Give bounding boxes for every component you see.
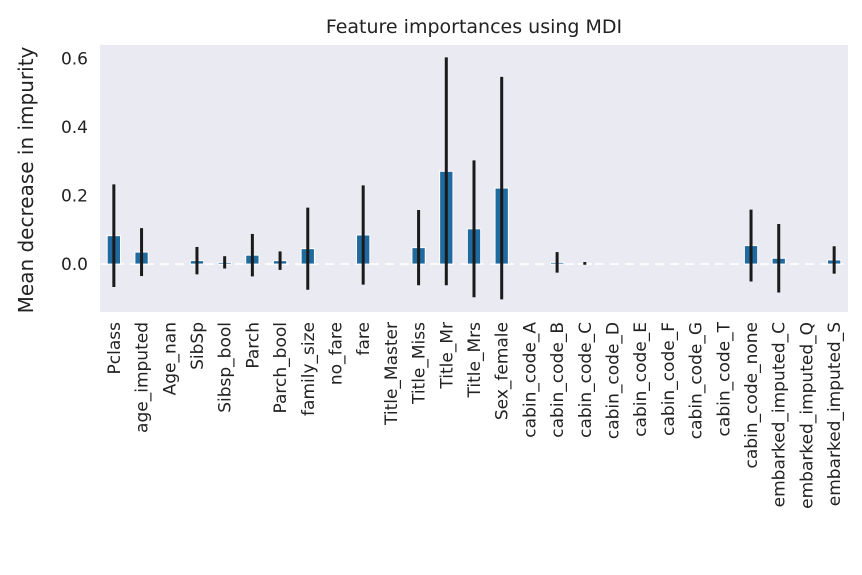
x-tick-label: cabin_code_F — [659, 322, 679, 436]
x-tick-label: no_fare — [326, 322, 346, 385]
x-tick-label: cabin_code_E — [631, 322, 651, 437]
x-tick-label: cabin_code_B — [548, 322, 568, 438]
x-tick-label: cabin_code_none — [742, 322, 762, 468]
y-tick-label: 0.6 — [61, 50, 88, 70]
y-tick-label: 0.0 — [61, 255, 88, 275]
x-tick-label: embarked_imputed_Q — [797, 322, 817, 509]
x-tick-label: embarked_imputed_C — [770, 322, 790, 507]
y-tick-label: 0.2 — [61, 187, 88, 207]
x-tick-label: Sibsp_bool — [216, 322, 236, 413]
x-tick-label: Parch — [243, 322, 263, 369]
x-tick-label: embarked_imputed_S — [825, 322, 845, 506]
x-tick-label: Title_Mr — [437, 322, 457, 390]
x-tick-label: Title_Master — [382, 322, 402, 426]
chart-title: Feature importances using MDI — [326, 16, 622, 38]
x-tick-label: cabin_code_T — [714, 321, 734, 436]
x-tick-label: cabin_code_D — [604, 322, 624, 439]
y-tick-label: 0.4 — [61, 118, 88, 138]
x-tick-label: family_size — [299, 322, 319, 416]
x-tick-label: cabin_code_C — [576, 322, 596, 438]
x-tick-label: SibSp — [188, 322, 208, 370]
y-axis-label: Mean decrease in impurity — [14, 46, 38, 313]
x-tick-label: age_imputed — [133, 322, 153, 433]
x-tick-label: Pclass — [105, 322, 125, 375]
x-tick-label: Sex_female — [493, 322, 513, 420]
x-tick-label: cabin_code_A — [520, 322, 540, 438]
x-tick-label: Title_Mrs — [465, 322, 485, 399]
x-tick-label: Parch_bool — [271, 322, 291, 413]
x-tick-label: cabin_code_G — [687, 322, 707, 439]
x-tick-label: Title_Miss — [410, 322, 430, 405]
x-tick-label: Age_nan — [160, 322, 180, 395]
x-tick-label: fare — [354, 322, 374, 355]
